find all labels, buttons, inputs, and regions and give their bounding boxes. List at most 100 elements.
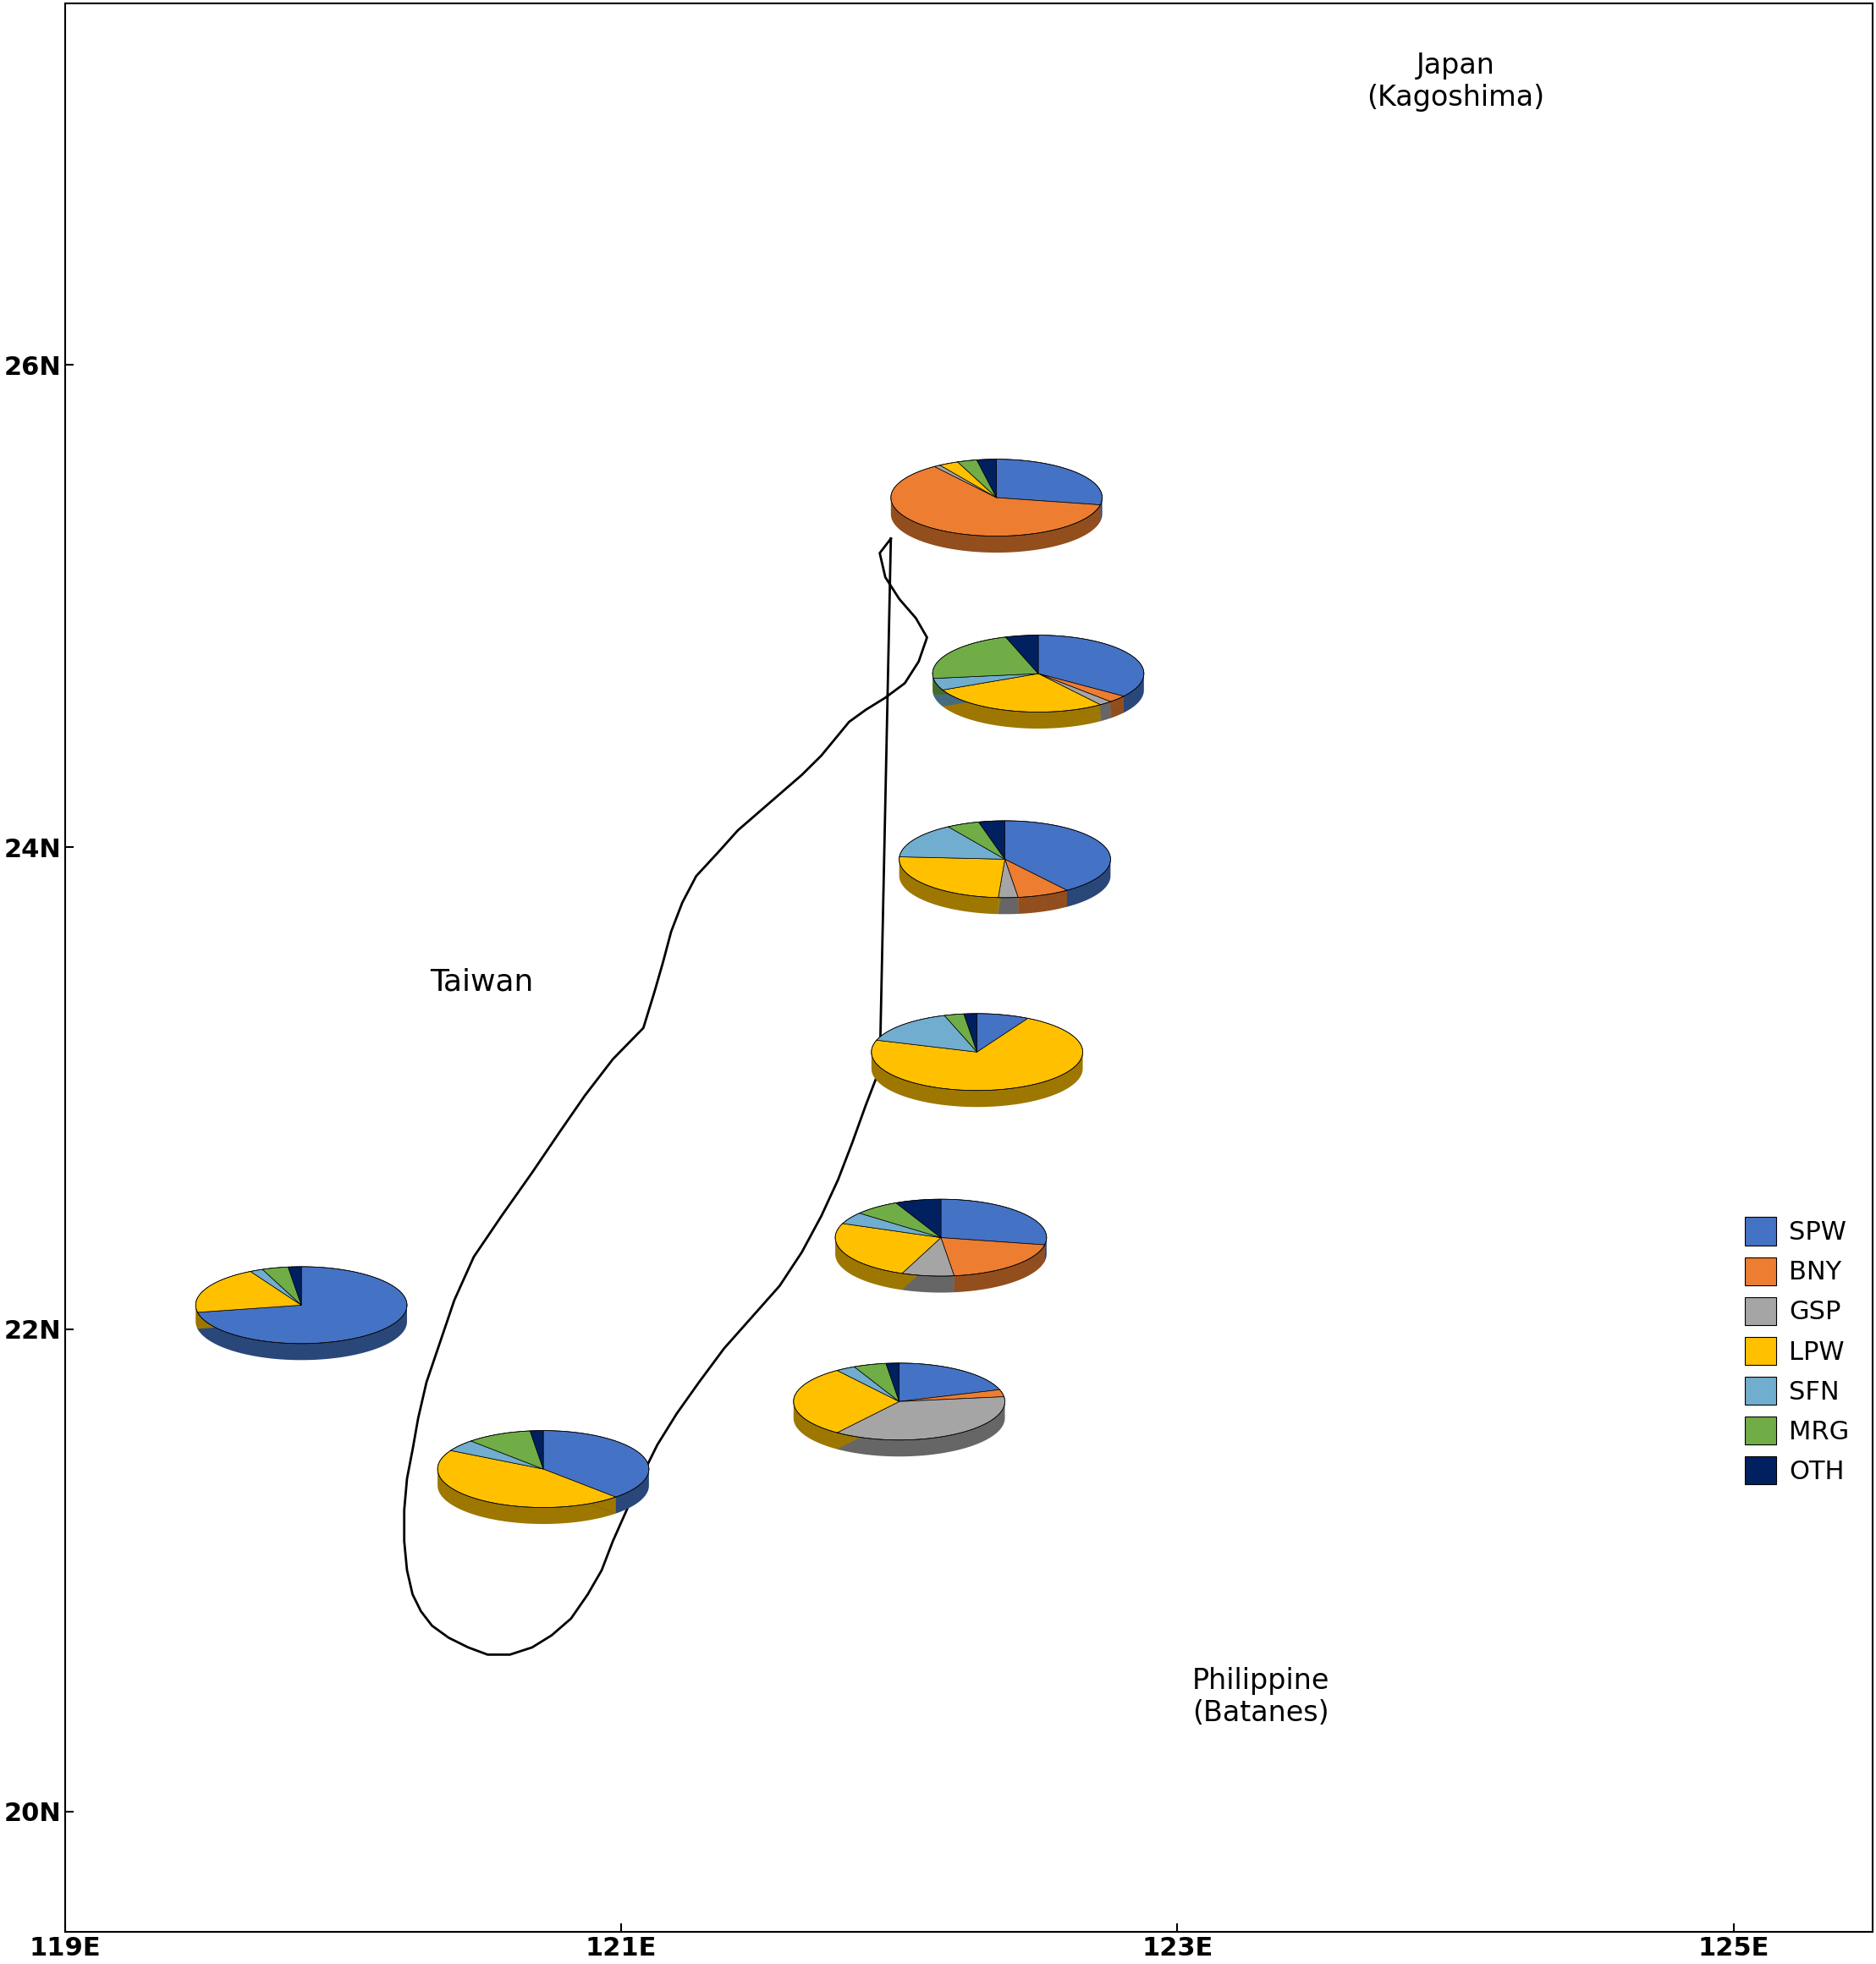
Polygon shape — [998, 898, 1019, 913]
Polygon shape — [996, 460, 1103, 505]
Polygon shape — [942, 1237, 1045, 1277]
Polygon shape — [891, 467, 1101, 536]
Polygon shape — [934, 678, 942, 707]
Polygon shape — [940, 462, 996, 497]
Polygon shape — [899, 860, 998, 913]
Polygon shape — [794, 1371, 899, 1432]
Polygon shape — [195, 1271, 302, 1312]
Text: Japan
(Kagoshima): Japan (Kagoshima) — [1366, 51, 1544, 112]
Polygon shape — [942, 1237, 1045, 1261]
Polygon shape — [934, 674, 1037, 695]
Polygon shape — [934, 465, 996, 497]
Polygon shape — [471, 1432, 544, 1469]
Text: Taiwan: Taiwan — [430, 968, 535, 996]
Polygon shape — [1006, 858, 1019, 913]
Polygon shape — [544, 1469, 615, 1514]
Polygon shape — [944, 1013, 977, 1053]
Polygon shape — [1037, 634, 1144, 695]
Polygon shape — [942, 1237, 1045, 1261]
Polygon shape — [1037, 674, 1124, 701]
Polygon shape — [1037, 674, 1124, 713]
Legend: SPW, BNY, GSP, LPW, SFN, MRG, OTH: SPW, BNY, GSP, LPW, SFN, MRG, OTH — [1735, 1208, 1859, 1495]
Polygon shape — [437, 1469, 615, 1524]
Polygon shape — [531, 1430, 544, 1469]
Polygon shape — [1006, 858, 1067, 898]
Polygon shape — [902, 1237, 955, 1277]
Polygon shape — [289, 1267, 302, 1306]
Polygon shape — [942, 674, 1037, 707]
Polygon shape — [1101, 701, 1111, 721]
Polygon shape — [899, 1391, 1004, 1402]
Polygon shape — [1111, 695, 1124, 719]
Polygon shape — [837, 1402, 1006, 1457]
Polygon shape — [902, 1237, 942, 1290]
Polygon shape — [899, 827, 1006, 858]
Polygon shape — [854, 1363, 899, 1402]
Polygon shape — [450, 1442, 544, 1469]
Polygon shape — [1037, 674, 1101, 721]
Polygon shape — [1006, 858, 1067, 907]
Polygon shape — [934, 674, 1037, 695]
Polygon shape — [996, 497, 1101, 520]
Polygon shape — [437, 1451, 615, 1508]
Polygon shape — [837, 1402, 899, 1449]
Polygon shape — [1006, 858, 1019, 913]
Polygon shape — [902, 1273, 955, 1292]
Polygon shape — [1037, 674, 1111, 719]
Polygon shape — [876, 1015, 977, 1053]
Polygon shape — [1006, 634, 1037, 674]
Polygon shape — [1037, 674, 1124, 713]
Polygon shape — [197, 1306, 302, 1330]
Polygon shape — [891, 497, 1101, 552]
Polygon shape — [842, 1214, 942, 1237]
Polygon shape — [947, 823, 1006, 858]
Polygon shape — [1037, 674, 1111, 719]
Polygon shape — [1037, 674, 1101, 721]
Polygon shape — [794, 1402, 837, 1449]
Polygon shape — [998, 858, 1006, 913]
Polygon shape — [977, 460, 996, 497]
Text: Philippine
(Batanes): Philippine (Batanes) — [1191, 1667, 1330, 1726]
Polygon shape — [1006, 858, 1067, 907]
Polygon shape — [964, 1013, 977, 1053]
Polygon shape — [1006, 821, 1111, 890]
Polygon shape — [932, 636, 1037, 678]
Polygon shape — [1037, 674, 1111, 705]
Polygon shape — [977, 1013, 1028, 1053]
Polygon shape — [615, 1469, 649, 1514]
Polygon shape — [885, 1363, 899, 1402]
Polygon shape — [897, 1200, 942, 1237]
Polygon shape — [835, 1224, 942, 1273]
Polygon shape — [942, 674, 1037, 707]
Polygon shape — [899, 1363, 1000, 1402]
Polygon shape — [998, 858, 1019, 898]
Polygon shape — [942, 674, 1101, 713]
Polygon shape — [1067, 860, 1111, 907]
Polygon shape — [998, 858, 1006, 913]
Polygon shape — [197, 1306, 302, 1330]
Polygon shape — [899, 856, 1006, 898]
Polygon shape — [979, 821, 1006, 858]
Polygon shape — [263, 1267, 302, 1306]
Polygon shape — [955, 1245, 1045, 1292]
Polygon shape — [544, 1469, 615, 1514]
Polygon shape — [934, 674, 1037, 689]
Polygon shape — [1019, 890, 1067, 913]
Polygon shape — [837, 1367, 899, 1402]
Polygon shape — [197, 1306, 407, 1361]
Polygon shape — [544, 1430, 649, 1497]
Polygon shape — [942, 689, 1101, 729]
Polygon shape — [837, 1396, 1006, 1440]
Polygon shape — [250, 1269, 302, 1306]
Polygon shape — [942, 1237, 955, 1292]
Polygon shape — [870, 1017, 1082, 1090]
Polygon shape — [957, 460, 996, 497]
Polygon shape — [1124, 674, 1144, 713]
Polygon shape — [942, 1200, 1047, 1245]
Polygon shape — [870, 1053, 1082, 1108]
Polygon shape — [942, 1237, 955, 1292]
Polygon shape — [835, 1237, 902, 1290]
Polygon shape — [996, 497, 1101, 520]
Polygon shape — [859, 1202, 942, 1237]
Polygon shape — [837, 1402, 899, 1449]
